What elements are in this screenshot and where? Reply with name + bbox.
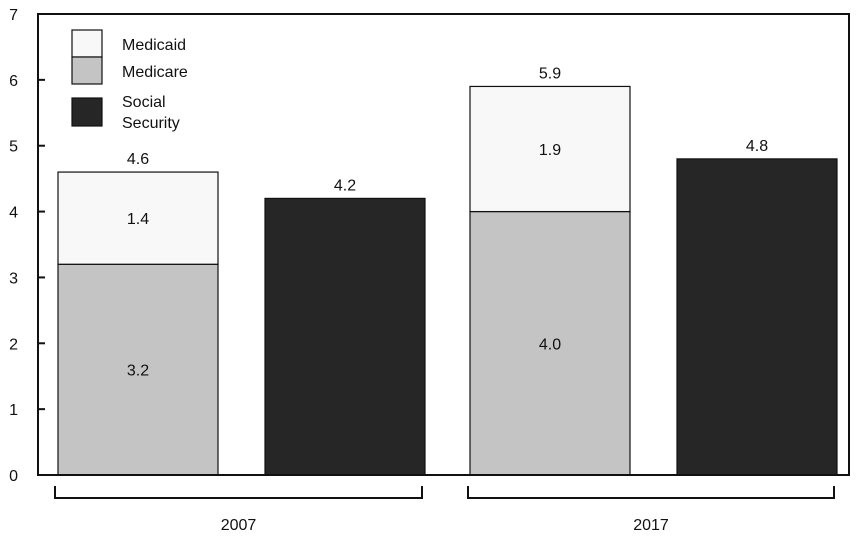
value-label-stacked-total: 4.6: [127, 151, 149, 168]
y-tick-label: 0: [9, 468, 18, 485]
y-tick-label: 7: [9, 7, 18, 24]
y-tick-label: 5: [9, 139, 18, 156]
bar-medicaid: [469, 85, 631, 213]
bars: [57, 85, 838, 476]
value-label-social-security: 4.8: [746, 138, 768, 155]
legend-swatch-medicare: [71, 56, 103, 85]
y-tick-label: 2: [9, 336, 18, 353]
y-tick-label: 6: [9, 73, 18, 90]
group-label: 2007: [221, 517, 257, 534]
legend-swatch-medicaid: [71, 29, 103, 58]
value-label-social-security: 4.2: [334, 177, 356, 194]
legend-label-social-security: Security: [122, 115, 180, 132]
legend-swatch-social-security: [71, 97, 103, 127]
y-tick-label: 1: [9, 402, 18, 419]
group-label: 2017: [633, 517, 669, 534]
value-label-stacked-total: 5.9: [539, 65, 561, 82]
value-label-medicaid: 1.9: [539, 142, 561, 159]
value-labels: 3.2 1.4 4.6 4.2 4.0 1.9 5.9 4.8: [127, 65, 768, 379]
legend-label-social-security: Social: [122, 94, 166, 111]
legend-label-medicare: Medicare: [122, 64, 188, 81]
value-label-medicare: 3.2: [127, 363, 149, 380]
bar-social-security: [676, 158, 838, 476]
legend: Medicaid Medicare Social Security: [71, 29, 188, 132]
group-bracket: [54, 486, 423, 499]
plot-frame: [37, 13, 850, 476]
bar-medicare: [469, 210, 631, 476]
y-tick-label: 4: [9, 205, 18, 222]
bar-social-security: [264, 197, 426, 476]
legend-label-medicaid: Medicaid: [122, 37, 186, 54]
value-label-medicare: 4.0: [539, 336, 561, 353]
x-groups: 2007 2017: [54, 486, 835, 534]
y-tick-label: 3: [9, 270, 18, 287]
y-axis: 0 1 2 3 4 5 6 7: [9, 7, 45, 485]
group-bracket: [467, 486, 835, 499]
bar-medicaid: [57, 171, 219, 265]
value-label-medicaid: 1.4: [127, 211, 149, 228]
bar-medicare: [57, 263, 219, 476]
